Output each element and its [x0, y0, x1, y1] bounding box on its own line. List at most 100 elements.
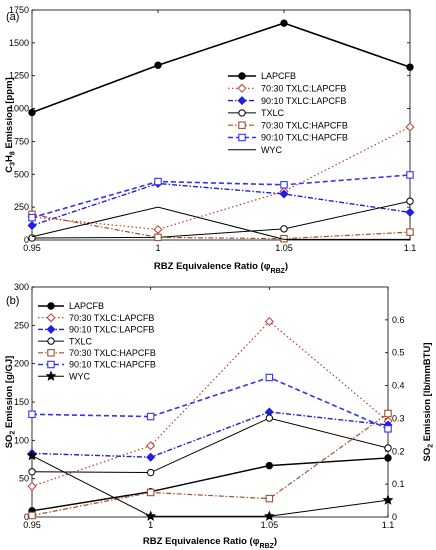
data-point: [28, 468, 36, 476]
data-point: [27, 221, 37, 231]
data-point: [265, 414, 274, 422]
series-line: [31, 213, 411, 240]
legend-marker: [238, 133, 246, 142]
legend-marker: [46, 324, 56, 334]
data-point: [264, 316, 274, 327]
data-point: [406, 228, 414, 236]
data-point: [146, 412, 155, 421]
series-line: [31, 457, 389, 512]
y2-tick-label: 0: [392, 512, 397, 522]
data-point: [384, 409, 392, 418]
legend: LAPCFB 70:30 TXLC:LAPCFB 90:10 TXLC:LAPCFB…: [228, 71, 348, 155]
data-point: [280, 181, 288, 189]
series-line: [31, 200, 411, 239]
legend-marker: [45, 370, 57, 381]
x-axis-label: RBZ Equivalence Ratio (φRBZ): [143, 536, 277, 550]
legend-label: 70:30 TXLC:LAPCFB: [69, 313, 154, 323]
series-line: [31, 417, 389, 474]
y2-tick-label: 0.3: [392, 413, 405, 423]
data-point: [406, 197, 414, 205]
y-tick-label: 250: [14, 320, 29, 330]
data-point: [146, 441, 156, 451]
plot-area: [31, 9, 411, 241]
data-point: [27, 481, 37, 491]
y-tick-label: 0: [24, 512, 29, 522]
legend-label: 70:30 TXLC:HAPCFB: [69, 348, 156, 358]
data-point: [279, 189, 289, 199]
legend-marker: [47, 360, 55, 369]
legend-label: LAPCFB: [69, 301, 104, 311]
x-axis-label: RBZ Equivalence Ratio (φRBZ): [154, 261, 288, 275]
data-point: [384, 425, 392, 433]
series-6: [26, 449, 394, 521]
x-axis-label-sub: RBZ: [271, 268, 286, 275]
legend-marker: [238, 109, 246, 117]
y-tick-label: 50: [19, 474, 29, 484]
y-axis-label-part: 8: [10, 151, 17, 155]
legend-marker: [238, 72, 246, 80]
legend-marker: [237, 83, 247, 93]
series-line: [31, 126, 411, 231]
x-tick-label: 0.95: [23, 520, 41, 530]
series-5: [28, 373, 392, 433]
y-tick-label: 500: [14, 169, 29, 179]
x-axis-label-text: RBZ Equivalence Ratio (φ: [154, 261, 271, 272]
y-axis-label-text: SO: [4, 435, 15, 449]
y-tick-label: 1750: [9, 5, 29, 15]
y-tick-label: 100: [14, 435, 29, 445]
data-point: [146, 468, 155, 477]
x-axis-label-end: ): [274, 536, 277, 547]
data-point: [154, 61, 162, 69]
legend-label: WYC: [261, 145, 282, 155]
series-0: [28, 19, 414, 117]
y2-tick-label: 0.5: [392, 348, 405, 358]
legend-label: TXLC: [69, 336, 93, 346]
legend-label: 90:10 TXLC:LAPCFB: [69, 325, 154, 335]
y2-tick-label: 0.1: [392, 479, 405, 489]
data-point: [145, 510, 157, 521]
data-point: [146, 452, 156, 462]
legend-label: TXLC: [261, 108, 285, 118]
y-tick-label: 0: [24, 235, 29, 245]
x-axis-label-text: RBZ Equivalence Ratio (φ: [143, 536, 260, 547]
series-line: [31, 206, 410, 240]
legend-marker: [237, 96, 247, 106]
data-point: [28, 108, 36, 117]
series-line: [31, 413, 389, 517]
series-3: [28, 414, 392, 477]
panel-label: (a): [6, 11, 19, 23]
series-line: [31, 411, 389, 458]
y-axis-label-part: H: [4, 155, 15, 162]
data-point: [405, 207, 415, 217]
x-axis-label-sub: RBZ: [260, 543, 275, 550]
x-tick-label: 0.95: [23, 243, 41, 253]
chart-panel-b: 0 50 100 150 200 250 300 0 0.1 0.2 0.3 0.4 0.5 0.6 0.9…: [4, 282, 435, 550]
y2-tick-label: 0.2: [392, 446, 405, 456]
legend-label: WYC: [69, 371, 90, 381]
data-point: [28, 410, 36, 419]
y-tick-label: 300: [14, 282, 29, 292]
y-axis-label-text: C: [4, 166, 15, 173]
series-5: [28, 171, 414, 222]
series-line: [31, 22, 411, 114]
legend-label: LAPCFB: [261, 71, 296, 81]
series-line: [31, 174, 411, 219]
data-point: [406, 63, 414, 71]
y2-axis-label: SO2 Emission [lb/mmBTU]: [422, 343, 435, 462]
data-point: [405, 122, 415, 132]
legend: LAPCFB 70:30 TXLC:LAPCFB 90:10 TXLC:LAPCFB…: [38, 301, 156, 381]
x-tick-label: 1: [148, 520, 153, 530]
series-line: [31, 182, 411, 227]
y-tick-label: 250: [14, 202, 29, 212]
data-point: [154, 177, 162, 186]
x-tick-label: 1.1: [382, 520, 395, 530]
y-tick-label: 1500: [9, 38, 29, 48]
legend-label: 90:10 TXLC:HAPCFB: [69, 360, 156, 370]
y-axis-label-part: Emission [ppm]: [4, 77, 15, 151]
data-point: [265, 494, 274, 503]
y-tick-label: 1000: [9, 104, 29, 114]
legend-label: 70:30 TXLC:HAPCFB: [261, 120, 348, 130]
legend-marker: [47, 302, 55, 310]
y-axis-label-part: Emission [g/GJ]: [4, 356, 15, 431]
x-tick-label: 1.1: [404, 243, 417, 253]
